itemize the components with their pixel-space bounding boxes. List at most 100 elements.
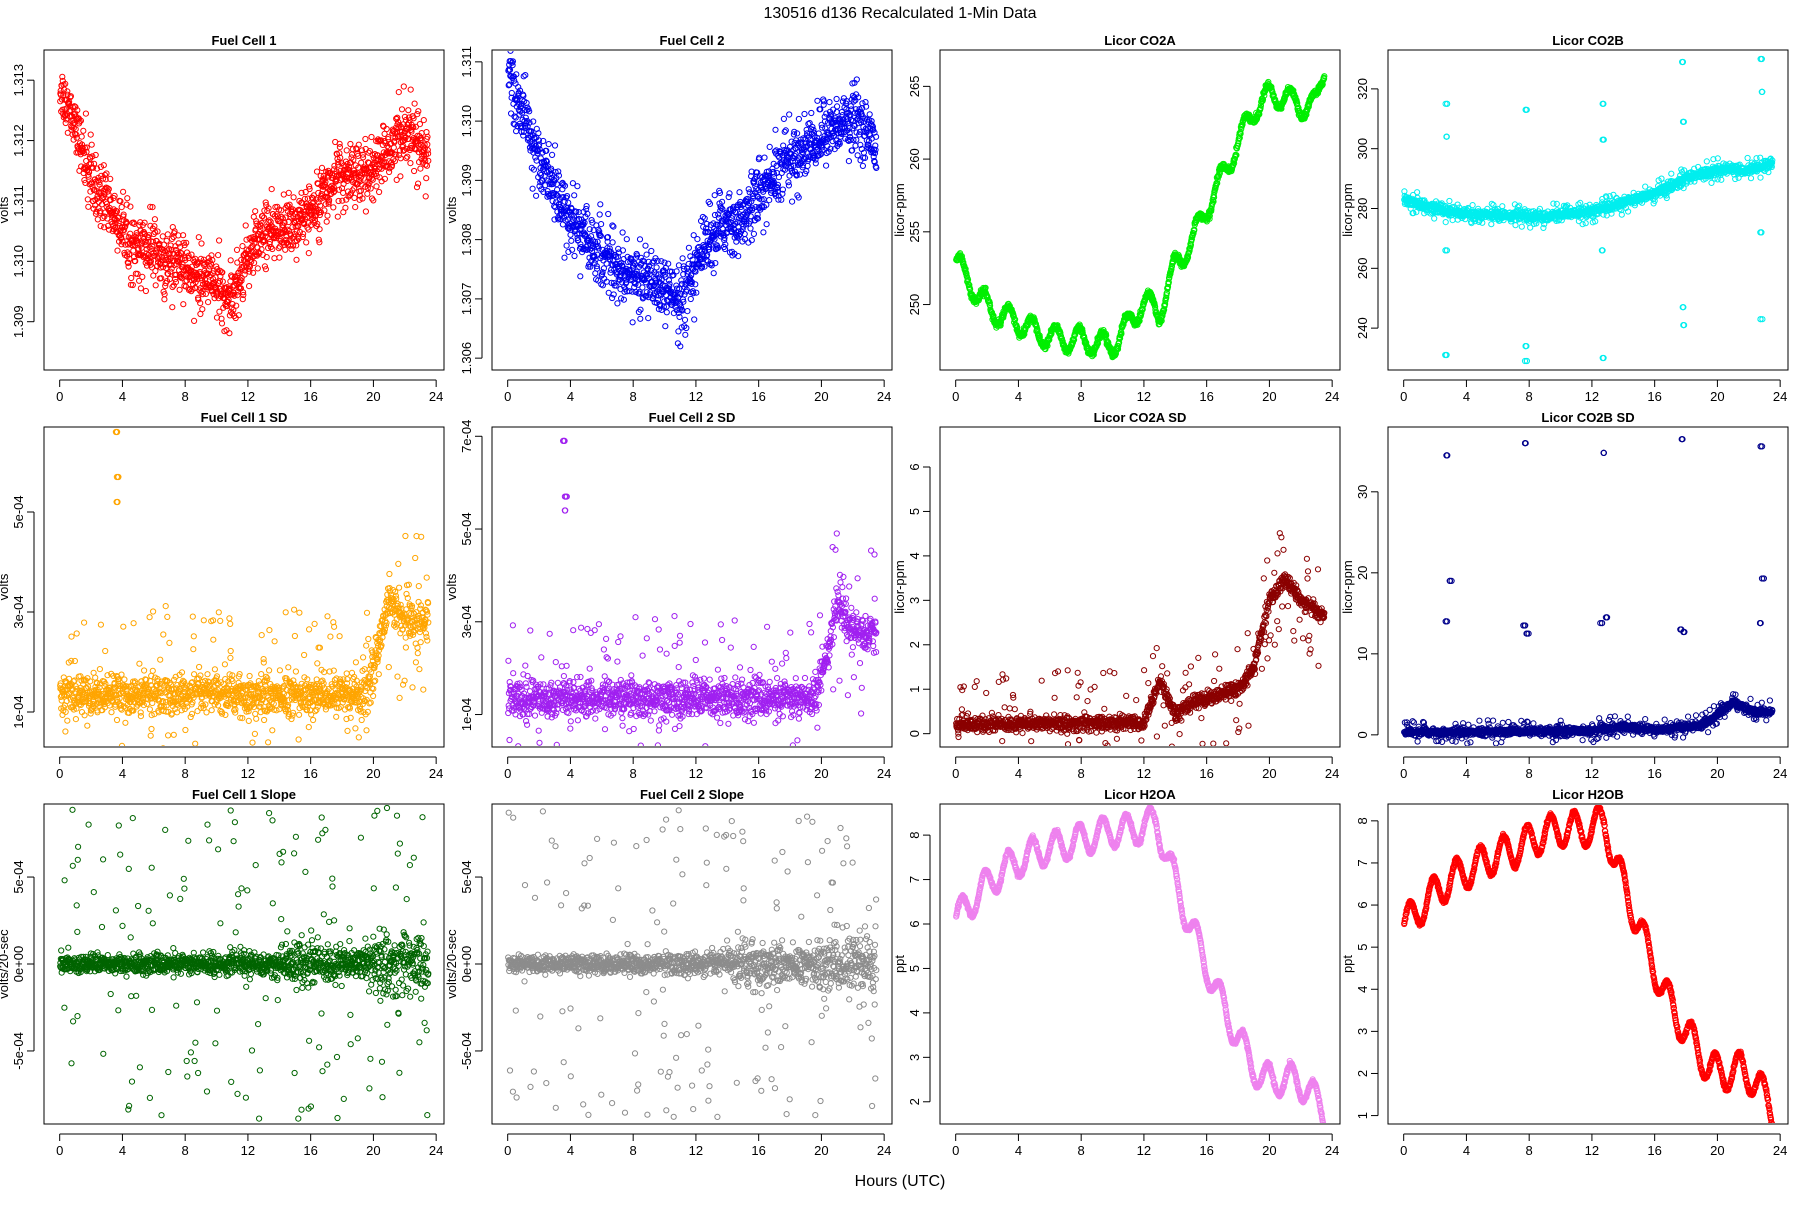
- data-point: [855, 153, 860, 158]
- data-point: [578, 274, 583, 279]
- data-point: [335, 214, 340, 219]
- data-point: [726, 194, 731, 199]
- data-point: [1450, 218, 1455, 223]
- x-tick-label: 20: [1262, 389, 1276, 404]
- data-point: [227, 331, 232, 336]
- data-point: [727, 191, 732, 196]
- data-point: [412, 168, 417, 173]
- x-axis-label: Hours (UTC): [855, 1173, 946, 1190]
- data-point: [1447, 198, 1452, 203]
- data-point: [424, 176, 429, 181]
- data-point: [337, 145, 342, 150]
- data-point: [165, 232, 170, 237]
- y-tick-label: 1.306: [459, 342, 474, 375]
- data-point: [530, 186, 535, 191]
- y-tick-label: 1.311: [11, 185, 26, 217]
- data-point: [506, 43, 511, 48]
- data-point: [598, 202, 603, 207]
- data-point: [813, 161, 818, 166]
- data-point: [786, 183, 791, 188]
- x-tick-label: 16: [1647, 389, 1661, 404]
- data-point: [348, 141, 353, 146]
- x-tick-label: 0: [952, 389, 959, 404]
- x-tick-label: 12: [1137, 389, 1151, 404]
- data-point: [767, 198, 772, 203]
- x-tick-label: 20: [1710, 389, 1724, 404]
- data-point: [637, 237, 642, 242]
- data-point: [659, 259, 664, 264]
- data-point: [846, 159, 851, 164]
- data-point: [649, 248, 654, 253]
- data-point: [787, 112, 792, 117]
- data-point: [121, 189, 126, 194]
- data-point: [152, 217, 157, 222]
- data-point: [562, 255, 567, 260]
- y-axis-label: licor-ppm: [892, 183, 907, 236]
- data-point: [140, 274, 145, 279]
- data-point: [773, 127, 778, 132]
- x-tick-label: 16: [303, 389, 317, 404]
- data-point: [834, 96, 839, 101]
- x-tick-label: 0: [56, 389, 63, 404]
- data-point: [363, 136, 368, 141]
- data-points: [954, 74, 1327, 360]
- data-point: [344, 148, 349, 153]
- data-point: [550, 152, 555, 157]
- x-tick-label: 12: [689, 389, 703, 404]
- y-tick-label: 260: [1355, 257, 1370, 279]
- panel-title: Fuel Cell 2: [659, 33, 724, 48]
- y-tick-label: 1.308: [459, 223, 474, 256]
- data-point: [1470, 203, 1475, 208]
- data-point: [203, 291, 208, 296]
- data-point: [620, 230, 625, 235]
- data-point: [1415, 190, 1420, 195]
- x-tick-label: 4: [119, 389, 126, 404]
- data-point: [783, 128, 788, 133]
- data-point: [359, 160, 364, 165]
- y-tick-label: 1.309: [459, 164, 474, 197]
- data-point: [272, 256, 277, 261]
- data-point: [514, 129, 519, 134]
- data-point: [281, 192, 286, 197]
- data-point: [688, 296, 693, 301]
- data-point: [160, 234, 165, 239]
- data-point: [867, 112, 872, 117]
- data-point: [815, 98, 820, 103]
- data-point: [206, 300, 211, 305]
- y-tick-label: 1.307: [459, 283, 474, 316]
- data-point: [597, 212, 602, 217]
- data-point: [809, 110, 814, 115]
- data-point: [767, 144, 772, 149]
- data-point: [129, 275, 134, 280]
- data-point: [217, 238, 222, 243]
- data-point: [692, 317, 697, 322]
- x-tick-label: 8: [630, 389, 637, 404]
- data-point: [408, 161, 413, 166]
- data-point: [797, 172, 802, 177]
- data-point: [277, 255, 282, 260]
- data-point: [761, 230, 766, 235]
- data-points: [58, 74, 431, 336]
- x-tick-label: 12: [241, 389, 255, 404]
- data-point: [363, 209, 368, 214]
- data-point: [748, 226, 753, 231]
- data-point: [88, 132, 93, 137]
- data-point: [751, 231, 756, 236]
- data-point: [81, 128, 86, 133]
- data-point: [790, 199, 795, 204]
- data-point: [399, 107, 404, 112]
- data-point: [552, 143, 557, 148]
- plot-frame: [492, 50, 892, 370]
- data-point: [787, 173, 792, 178]
- data-point: [391, 145, 396, 150]
- data-point: [79, 134, 84, 139]
- data-point: [534, 193, 539, 198]
- data-point: [1489, 222, 1494, 227]
- x-tick-label: 8: [1526, 389, 1533, 404]
- data-point: [324, 219, 329, 224]
- data-point: [569, 238, 574, 243]
- data-point: [170, 284, 175, 289]
- data-point: [1513, 223, 1518, 228]
